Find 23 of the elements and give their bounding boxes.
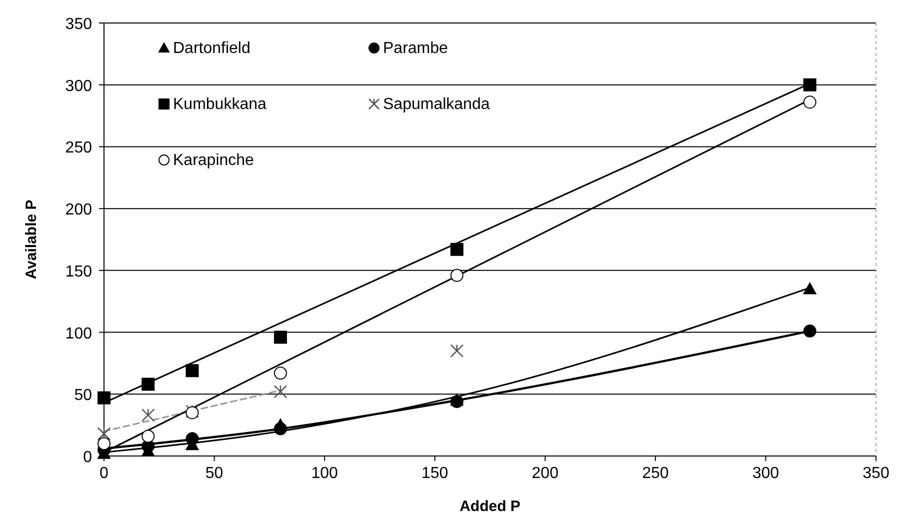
legend-label: Karapinche xyxy=(173,152,254,169)
x-tick-label: 100 xyxy=(311,465,338,482)
legend-label: Kumbukkana xyxy=(173,96,266,113)
y-tick-label: 50 xyxy=(74,387,92,404)
y-tick-label: 200 xyxy=(65,202,92,219)
legend-label: Sapumalkanda xyxy=(383,96,490,113)
legend-label: Dartonfield xyxy=(173,40,250,57)
x-tick-label: 0 xyxy=(100,465,109,482)
x-tick-label: 350 xyxy=(862,465,890,482)
x-tick-label: 150 xyxy=(422,465,448,482)
y-tick-label: 250 xyxy=(65,140,92,157)
x-tick-label: 300 xyxy=(752,465,780,482)
y-tick-label: 350 xyxy=(65,16,92,33)
y-tick-label: 100 xyxy=(65,325,92,342)
y-axis-title: Available P xyxy=(23,200,40,280)
y-tick-label: 0 xyxy=(83,449,92,466)
y-tick-label: 300 xyxy=(65,78,92,95)
legend-label: Parambe xyxy=(383,40,448,57)
x-tick-label: 50 xyxy=(205,465,224,482)
x-tick-label: 200 xyxy=(532,465,559,482)
y-tick-label: 150 xyxy=(65,263,92,280)
x-axis-title: Added P xyxy=(460,498,520,515)
x-tick-label: 250 xyxy=(642,465,669,482)
